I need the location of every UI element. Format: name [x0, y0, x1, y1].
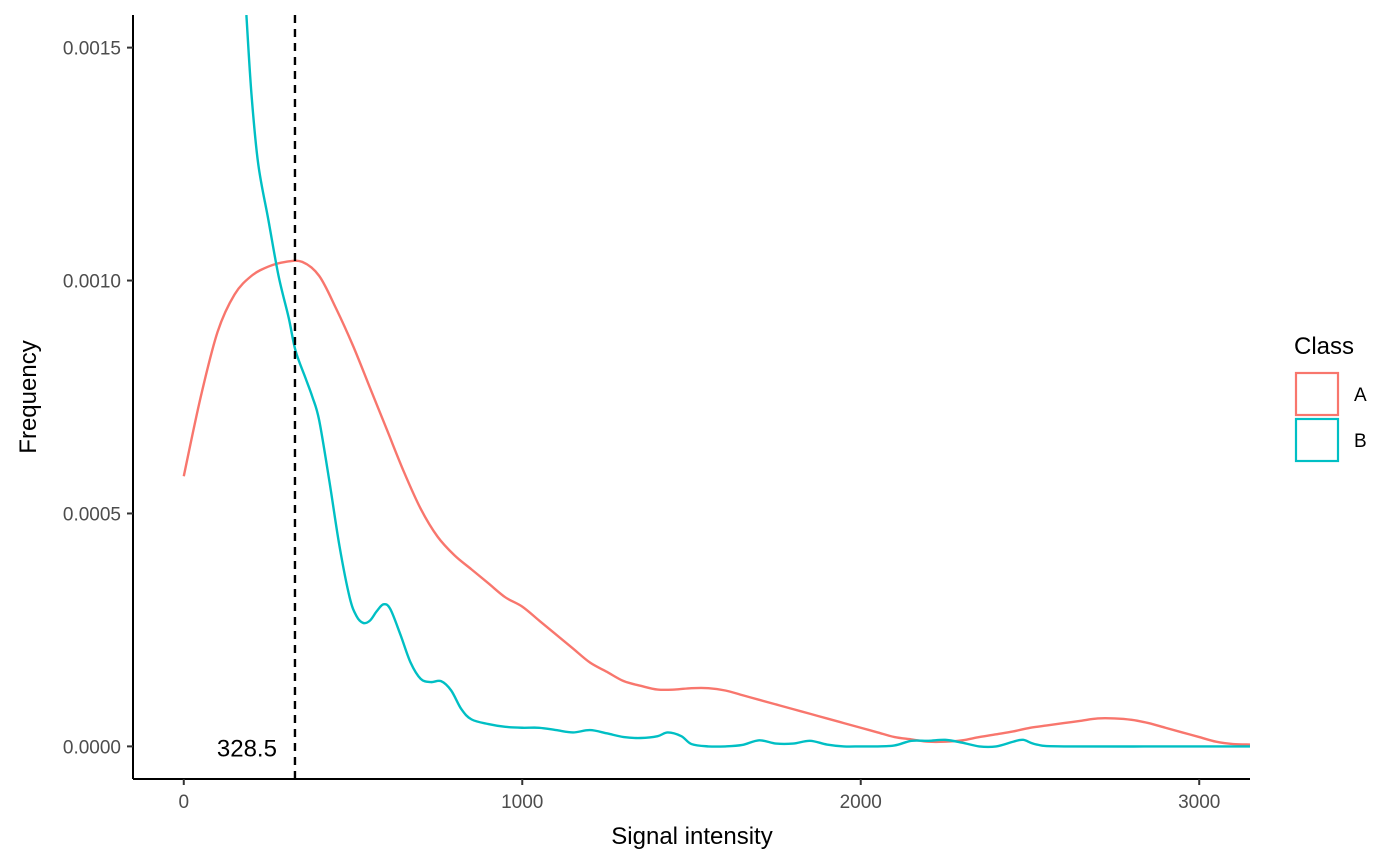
legend-label-a: A — [1354, 385, 1367, 406]
y-tick-label: 0.0000 — [63, 737, 121, 758]
legend: Class A B — [1294, 333, 1367, 463]
series-line-b — [245, 15, 1250, 749]
x-axis-title: Signal intensity — [611, 823, 772, 850]
legend-key-a — [1294, 371, 1340, 417]
x-tick-label: 2000 — [840, 792, 882, 813]
series-line-a — [182, 259, 1250, 746]
y-tick-label: 0.0015 — [63, 39, 121, 60]
y-tick-label: 0.0010 — [63, 272, 121, 293]
y-ticks: 0.0000 0.0005 0.0010 0.0015 — [63, 39, 133, 758]
x-tick-label: 1000 — [501, 792, 543, 813]
x-tick-label: 3000 — [1178, 792, 1220, 813]
plot-area — [182, 15, 1250, 779]
threshold-label: 328.5 — [217, 735, 277, 762]
y-tick-label: 0.0005 — [63, 504, 121, 525]
legend-title: Class — [1294, 333, 1354, 360]
legend-key-b — [1294, 417, 1340, 463]
y-axis-title: Frequency — [15, 340, 42, 453]
x-ticks: 0 1000 2000 3000 — [178, 779, 1220, 813]
legend-label-b: B — [1354, 431, 1367, 452]
x-tick-label: 0 — [178, 792, 189, 813]
axes — [132, 15, 1250, 780]
